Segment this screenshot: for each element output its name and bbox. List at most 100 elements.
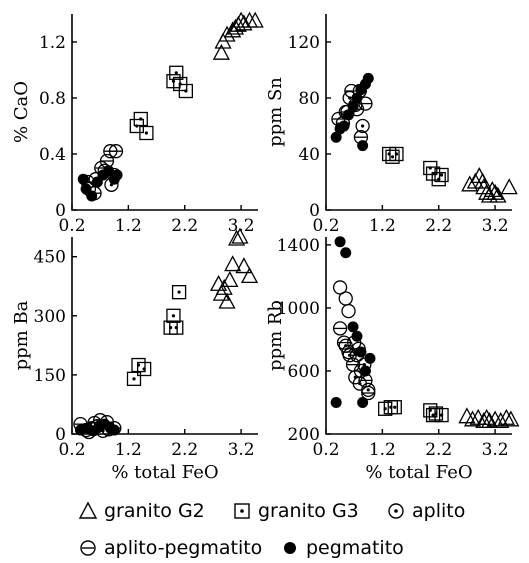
data-point-triangle — [246, 11, 264, 28]
x-tick-label: 2.2 — [171, 216, 198, 236]
data-point-triangle — [502, 410, 520, 427]
y-tick-label: 0.8 — [39, 89, 66, 109]
x-tick-label: 0.2 — [312, 440, 339, 460]
data-point-square — [434, 167, 449, 183]
y-tick-label: 150 — [34, 366, 66, 386]
data-point-triangle — [497, 408, 515, 425]
data-point-square — [178, 83, 194, 99]
data-point-triangle — [212, 43, 230, 60]
legend: granito G2 granito G3 aplito aplito-pegm… — [0, 490, 529, 563]
data-point-square — [166, 308, 181, 323]
data-point-filled-circle — [343, 109, 355, 121]
y-tick-label: 0 — [55, 201, 66, 221]
filled-circle-marker-icon — [284, 542, 296, 554]
data-point-triangle — [240, 267, 259, 284]
data-point-triangle — [489, 186, 507, 203]
data-point-triangle — [483, 181, 501, 198]
data-point-square — [434, 407, 449, 423]
y-axis-label: ppm Ba — [11, 300, 32, 370]
x-tick-label: 2.2 — [425, 440, 452, 460]
data-point-triangle — [478, 183, 496, 200]
y-tick-label: 80 — [298, 89, 320, 109]
data-point-filled-circle — [340, 247, 352, 259]
data-point-triangle — [486, 410, 504, 427]
data-point-filled-circle — [364, 352, 376, 364]
x-tick-label: 3.2 — [482, 440, 509, 460]
data-point-filled-circle — [108, 424, 120, 436]
y-tick-label: 450 — [34, 248, 66, 268]
data-point-filled-circle — [86, 190, 98, 202]
data-point-square — [385, 149, 400, 164]
data-point-filled-circle — [334, 236, 346, 248]
data-point-circle-bar — [361, 385, 376, 401]
data-point-square — [431, 172, 446, 187]
data-point-triangle — [215, 278, 233, 295]
x-tick-label: 2.2 — [425, 216, 452, 236]
legend-label-granito-g3: granito G3 — [258, 500, 359, 522]
y-tick-label: 0 — [55, 425, 66, 445]
y-tick-label: 1.2 — [39, 33, 66, 53]
x-tick-label: 1.2 — [115, 216, 142, 236]
data-point-square — [425, 407, 441, 423]
data-point-square — [136, 361, 152, 377]
x-tick-label: 1.2 — [369, 440, 396, 460]
data-point-square — [126, 371, 142, 386]
data-point-circle-bar — [336, 335, 352, 350]
legend-item-granito-g3: granito G3 — [232, 500, 359, 522]
square-marker-icon — [234, 503, 250, 519]
data-point-triangle — [221, 270, 239, 287]
y-axis-label: ppm Sn — [265, 77, 286, 147]
data-point-triangle — [461, 175, 479, 192]
data-point-square — [169, 320, 184, 335]
x-tick-label: 3.2 — [482, 216, 509, 236]
legend-item-pegmatito: pegmatito — [280, 537, 404, 559]
y-axis-label: % CaO — [11, 81, 32, 143]
data-point-triangle — [227, 229, 246, 246]
data-point-square — [133, 111, 148, 127]
data-point-triangle — [232, 11, 250, 28]
data-point-filled-circle — [357, 140, 369, 152]
data-point-triangle — [235, 14, 253, 31]
x-tick-label: 0.2 — [58, 440, 85, 460]
triangle-marker-icon — [78, 501, 98, 519]
x-tick-label: 2.2 — [171, 440, 198, 460]
axes-ba — [71, 237, 258, 435]
circle-bar-marker-icon — [80, 540, 96, 556]
data-point-triangle — [474, 172, 492, 189]
data-point-triangle — [218, 292, 236, 309]
x-axis-label: % total FeO — [365, 462, 472, 483]
data-point-filled-circle — [338, 120, 350, 132]
y-tick-label: 200 — [288, 425, 320, 445]
data-point-circle — [338, 291, 353, 306]
data-point-filled-circle — [77, 173, 89, 185]
data-point-triangle — [226, 18, 245, 35]
data-point-triangle — [235, 257, 253, 274]
legend-label-granito-g2: granito G2 — [104, 500, 205, 522]
data-point-square — [169, 65, 184, 80]
data-point-filled-circle — [103, 165, 115, 177]
data-point-filled-circle — [359, 365, 371, 377]
x-tick-label: 1.2 — [115, 440, 142, 460]
y-axis-label: ppm Rb — [265, 300, 286, 371]
panel-sn: 0.2 1.2 2.2 3.2 0 40 80 120 ppm Sn — [265, 14, 518, 236]
x-tick-label: 0.2 — [58, 216, 85, 236]
x-tick-label: 0.2 — [312, 216, 339, 236]
data-point-triangle — [500, 178, 518, 195]
y-tick-label: 1400 — [277, 236, 320, 256]
data-point-square — [139, 125, 154, 141]
data-point-triangle — [224, 255, 242, 272]
data-point-square — [389, 146, 404, 162]
y-tick-label: 0.4 — [39, 145, 66, 165]
data-point-square — [387, 400, 402, 415]
data-point-triangle — [231, 227, 249, 244]
data-point-triangle — [486, 183, 504, 200]
legend-item-aplito-pegmatito: aplito-pegmatito — [78, 537, 262, 559]
panel-cao: 0.2 1.2 2.2 3.2 0 0.4 0.8 1.2 % CaO — [11, 11, 264, 236]
legend-label-aplito-pegmatito: aplito-pegmatito — [104, 537, 263, 559]
y-tick-label: 1000 — [277, 299, 320, 319]
data-point-circle — [351, 341, 366, 357]
y-tick-label: 600 — [288, 362, 320, 382]
data-point-triangle — [480, 412, 499, 429]
panel-ba: 0.2 1.2 2.2 3.2 0 150 300 450 ppm Ba % total FeO — [11, 227, 259, 483]
